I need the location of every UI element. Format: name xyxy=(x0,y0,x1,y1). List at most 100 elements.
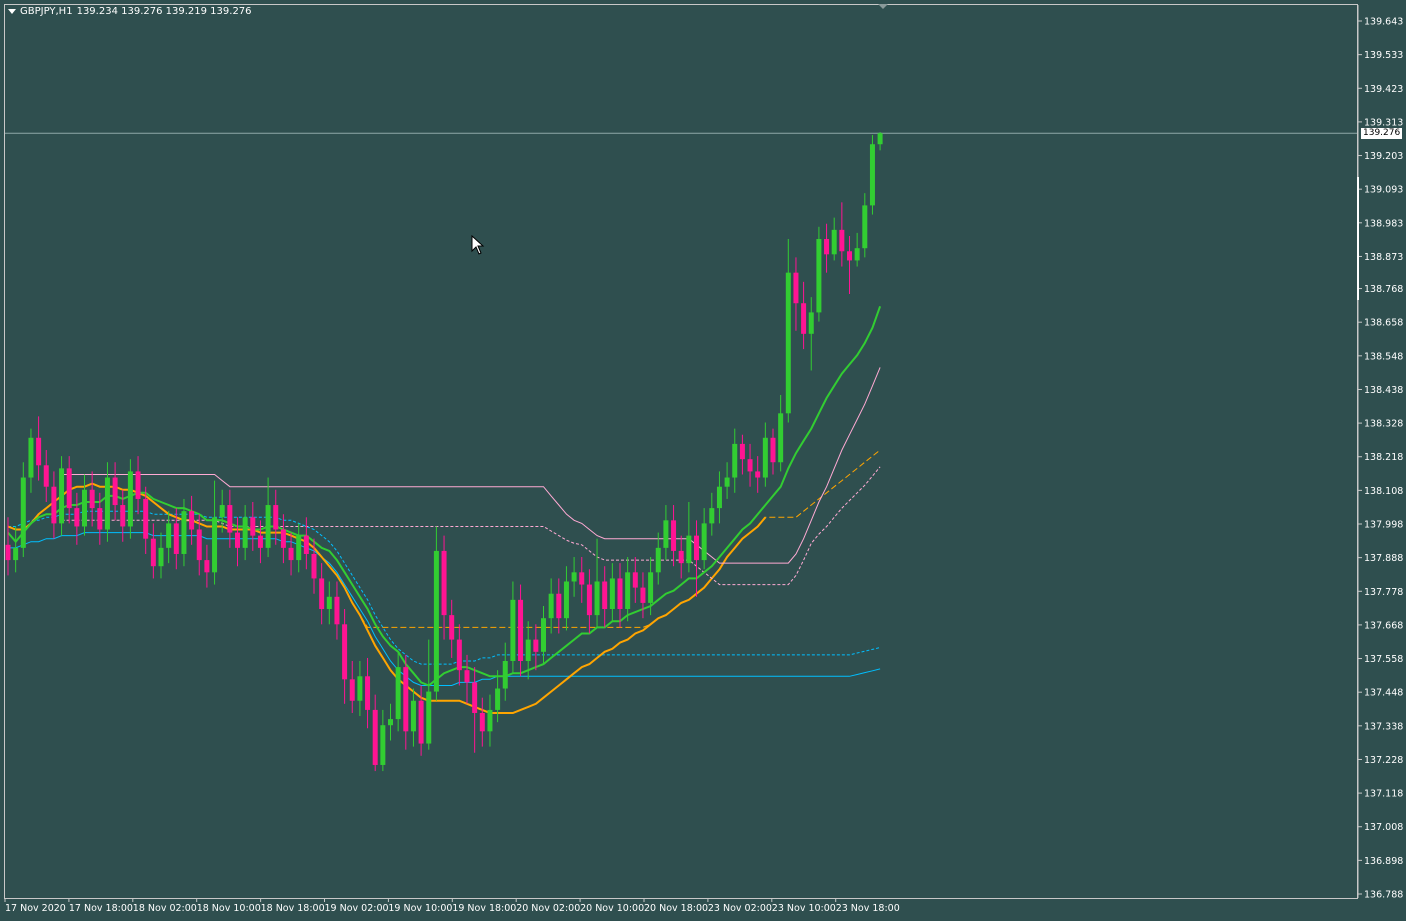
bull-candle xyxy=(166,523,172,548)
bear-candle xyxy=(472,682,478,713)
bear-candle xyxy=(847,251,852,261)
x-tick-label: 20 Nov 18:00 xyxy=(644,903,708,914)
bear-candle xyxy=(449,615,455,640)
bull-candle xyxy=(648,572,654,603)
bear-candle xyxy=(150,538,156,567)
y-tick-label: 137.118 xyxy=(1364,789,1403,800)
bear-candle xyxy=(365,676,371,710)
bull-candle xyxy=(625,572,631,610)
bull-candle xyxy=(388,719,393,726)
x-tick-label: 17 Nov 2020 xyxy=(5,903,66,914)
bull-candle xyxy=(732,443,738,478)
bear-candle xyxy=(143,498,149,539)
bear-candle xyxy=(112,477,118,506)
bull-candle xyxy=(59,468,65,524)
bull-candle xyxy=(127,471,133,527)
bear-candle xyxy=(801,303,807,334)
ma-orange-dashed-line xyxy=(7,449,881,628)
chart-header: GBPJPY,H1 139.234 139.276 139.219 139.27… xyxy=(8,6,252,17)
bull-candle xyxy=(724,477,730,487)
y-tick-label: 138.218 xyxy=(1364,452,1403,463)
bear-candle xyxy=(824,239,830,255)
bear-candle xyxy=(602,581,608,610)
bull-candle xyxy=(548,593,554,619)
y-tick-label: 138.768 xyxy=(1364,284,1403,295)
bear-candle xyxy=(464,670,470,683)
bull-candle xyxy=(326,596,332,610)
bear-candle xyxy=(533,639,539,652)
y-tick-label: 139.643 xyxy=(1364,17,1403,28)
bear-candle xyxy=(227,505,233,533)
bull-candle xyxy=(716,486,722,509)
y-tick-label: 136.898 xyxy=(1364,856,1403,867)
bear-candle xyxy=(173,523,179,554)
x-tick-label: 23 Nov 02:00 xyxy=(708,903,772,914)
bear-candle xyxy=(403,667,409,732)
bear-candle xyxy=(617,578,623,610)
current-price-tag: 139.276 xyxy=(1361,127,1402,139)
y-tick-label: 139.203 xyxy=(1364,151,1403,162)
y-tick-label: 137.558 xyxy=(1364,654,1403,665)
bull-candle xyxy=(181,511,187,554)
bull-candle xyxy=(502,660,508,689)
bull-candle xyxy=(296,535,302,561)
bull-candle xyxy=(158,547,164,567)
bull-candle xyxy=(877,133,883,145)
plot-frame xyxy=(4,4,1358,899)
bull-candle xyxy=(265,505,271,548)
bear-candle xyxy=(189,511,195,530)
bull-candle xyxy=(433,550,439,692)
bear-candle xyxy=(479,712,485,732)
bull-candle xyxy=(82,489,87,527)
x-tick-label: 19 Nov 02:00 xyxy=(325,903,389,914)
bear-candle xyxy=(586,584,592,616)
bull-candle xyxy=(525,639,531,661)
y-tick-label: 139.093 xyxy=(1364,185,1403,196)
bull-candle xyxy=(212,517,218,573)
bull-candle xyxy=(785,272,791,414)
bear-candle xyxy=(671,520,677,551)
y-tick-label: 138.438 xyxy=(1364,385,1403,396)
bull-candle xyxy=(808,312,814,334)
bull-candle xyxy=(854,248,860,261)
bear-candle xyxy=(793,272,799,304)
bear-candle xyxy=(97,508,103,530)
x-tick-label: 23 Nov 10:00 xyxy=(772,903,836,914)
bull-candle xyxy=(510,599,516,661)
x-tick-label: 20 Nov 10:00 xyxy=(580,903,644,914)
bear-candle xyxy=(770,437,776,463)
collapse-triangle-icon[interactable] xyxy=(8,9,16,14)
bear-candle xyxy=(120,505,126,527)
bear-candle xyxy=(349,679,355,701)
bear-candle xyxy=(678,550,684,564)
bear-candle xyxy=(311,553,317,579)
bull-candle xyxy=(709,508,715,524)
x-tick-label: 18 Nov 10:00 xyxy=(197,903,261,914)
bear-candle xyxy=(556,593,562,619)
bull-candle xyxy=(571,572,577,582)
bear-candle xyxy=(372,709,378,765)
bull-candle xyxy=(663,520,669,548)
bull-candle xyxy=(380,725,386,765)
bear-candle xyxy=(89,489,95,509)
bull-candle xyxy=(862,205,868,249)
bear-candle xyxy=(739,443,745,460)
bull-candle xyxy=(778,413,784,463)
bear-candle xyxy=(640,587,646,603)
bear-candle xyxy=(43,465,49,487)
ma-pink-line xyxy=(61,367,881,564)
chart-shift-marker-icon[interactable] xyxy=(878,4,888,9)
y-tick-label: 138.108 xyxy=(1364,486,1403,497)
bull-candle xyxy=(609,578,615,610)
bear-candle xyxy=(5,544,11,561)
bear-candle xyxy=(257,535,263,548)
y-tick-label: 139.423 xyxy=(1364,84,1403,95)
y-tick-label: 138.983 xyxy=(1364,218,1403,229)
bull-candle xyxy=(541,618,546,652)
bull-candle xyxy=(655,547,661,573)
x-tick-label: 23 Nov 18:00 xyxy=(836,903,900,914)
bull-candle xyxy=(487,709,493,732)
bear-candle xyxy=(51,486,57,524)
